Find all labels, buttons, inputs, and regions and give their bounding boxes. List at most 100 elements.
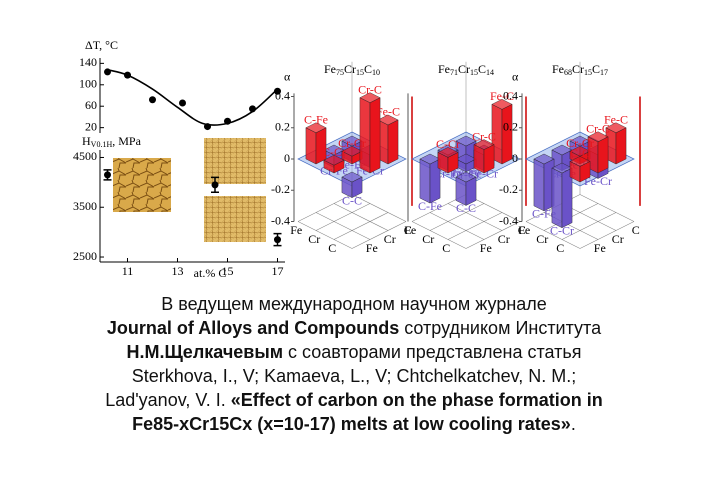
floor-grid	[333, 212, 389, 240]
y-tick-label: 100	[79, 77, 97, 91]
y-tick-label: 140	[79, 55, 97, 69]
y-tick-label: 4500	[73, 149, 97, 163]
bar-face	[587, 131, 609, 143]
z-tick-label: -0.2	[499, 182, 518, 196]
bar-face	[551, 167, 563, 229]
title-part: Cr	[572, 62, 584, 76]
bar-face	[473, 139, 495, 150]
caption-line: Fe85-xCr15Cx (x=10-17) melts at low cool…	[0, 412, 708, 436]
bar	[323, 154, 345, 174]
caption-segment: Н.М.Щелкачевым	[126, 342, 284, 362]
bar-face	[359, 92, 381, 103]
floor-grid	[315, 212, 371, 240]
floor-grid	[315, 203, 371, 231]
micrograph	[113, 158, 171, 212]
y-tick-label: 2500	[73, 249, 97, 263]
z-tick-label: 0	[512, 151, 518, 165]
caption-segment: Journal of Alloys and Compounds	[106, 318, 400, 338]
z-axis-label: α	[512, 70, 519, 84]
y-tick-label: 3500	[73, 199, 97, 213]
bar-label: Cr-Cr	[338, 136, 366, 150]
bar	[551, 162, 573, 229]
bar-label: Cr-Fe	[434, 166, 462, 180]
chart-title: Fe75Cr15C10	[324, 62, 380, 77]
bar-face	[387, 119, 399, 165]
point	[224, 117, 231, 125]
caption-segment: с соавторами представлена статья	[283, 342, 582, 362]
caption-segment: Sterkhova, I., V; Kamaeva, L., V; Chtche…	[131, 366, 577, 386]
z-tick-label: -0.2	[271, 182, 290, 196]
floor-grid	[351, 221, 407, 249]
bar	[569, 156, 591, 183]
bar-label: Fe-C	[376, 105, 400, 119]
caption-segment: сотрудником Института	[399, 318, 602, 338]
z-tick-label: 0	[284, 151, 290, 165]
title-part: Cr	[344, 62, 356, 76]
y-axis-label-part: H	[82, 134, 91, 148]
z-tick-label: 0.4	[275, 88, 290, 102]
z-axis-label: α	[284, 70, 291, 84]
bar-label: Fe-Fe	[338, 157, 366, 171]
bar-label: C-Fe	[418, 199, 442, 213]
chart-title: Fe68Cr15C17	[552, 62, 608, 77]
bar-face	[501, 103, 513, 165]
caption-segment: Lad'yanov, V. I.	[105, 390, 231, 410]
caption-line: Lad'yanov, V. I. «Effect of carbon on th…	[0, 388, 708, 412]
col-label: Fe	[290, 223, 302, 237]
floor-grid	[411, 221, 467, 249]
bar-label: C-Cr	[322, 145, 346, 159]
bar	[305, 122, 327, 165]
bar-label: Cr-C	[358, 82, 382, 96]
floor-grid	[579, 194, 635, 222]
floor-grid	[333, 203, 389, 231]
micrograph	[204, 196, 266, 242]
y-axis-label-part: , MPa	[112, 134, 141, 148]
row-label: Cr	[612, 232, 624, 246]
floor-grid	[447, 203, 503, 231]
col-label: Cr	[422, 232, 434, 246]
bar-label: Cr-C	[586, 122, 610, 136]
title-sub: 14	[486, 68, 494, 77]
point	[249, 105, 256, 113]
caption-line: Sterkhova, I., V; Kamaeva, L., V; Chtche…	[0, 364, 708, 388]
bar-label: C-Fe	[304, 113, 328, 127]
bar	[491, 99, 513, 165]
bar-face	[305, 127, 317, 165]
x-tick-label: 17	[272, 264, 284, 278]
row-label: C	[404, 223, 412, 237]
point	[204, 123, 211, 131]
title-part: C	[478, 62, 486, 76]
caption-segment: .	[570, 414, 576, 434]
col-label: Fe	[518, 223, 530, 237]
bar-face	[419, 158, 431, 204]
floor-grid	[561, 212, 617, 240]
col-label: Cr	[308, 232, 320, 246]
point	[179, 99, 186, 107]
row-label: Fe	[594, 241, 606, 255]
row-label: Cr	[498, 232, 510, 246]
micrograph	[204, 138, 266, 184]
y-axis-label-part: V0.1H	[91, 140, 113, 149]
bar-face	[437, 147, 459, 158]
point	[274, 87, 281, 95]
floor-grid	[429, 203, 485, 231]
caption-line: Journal of Alloys and Compounds сотрудни…	[0, 316, 708, 340]
bar	[359, 92, 381, 174]
floor-grid	[465, 221, 521, 249]
bar	[419, 153, 441, 204]
col-label: Fe	[404, 223, 416, 237]
caption-segment: В ведущем международном научном журнале	[161, 294, 547, 314]
bar	[473, 139, 495, 174]
title-sub: 17	[600, 68, 608, 77]
y-tick-label: 20	[85, 119, 97, 133]
x-axis-label: at.% C	[194, 266, 227, 280]
x-tick-label: 11	[122, 264, 134, 278]
title-sub: 10	[372, 68, 380, 77]
bar	[455, 171, 477, 206]
caption-line: Н.М.Щелкачевым с соавторами представлена…	[0, 340, 708, 364]
title-sub: 15	[470, 68, 478, 77]
title-part: Fe	[552, 62, 564, 76]
bar-label: C-Cr	[436, 137, 460, 151]
